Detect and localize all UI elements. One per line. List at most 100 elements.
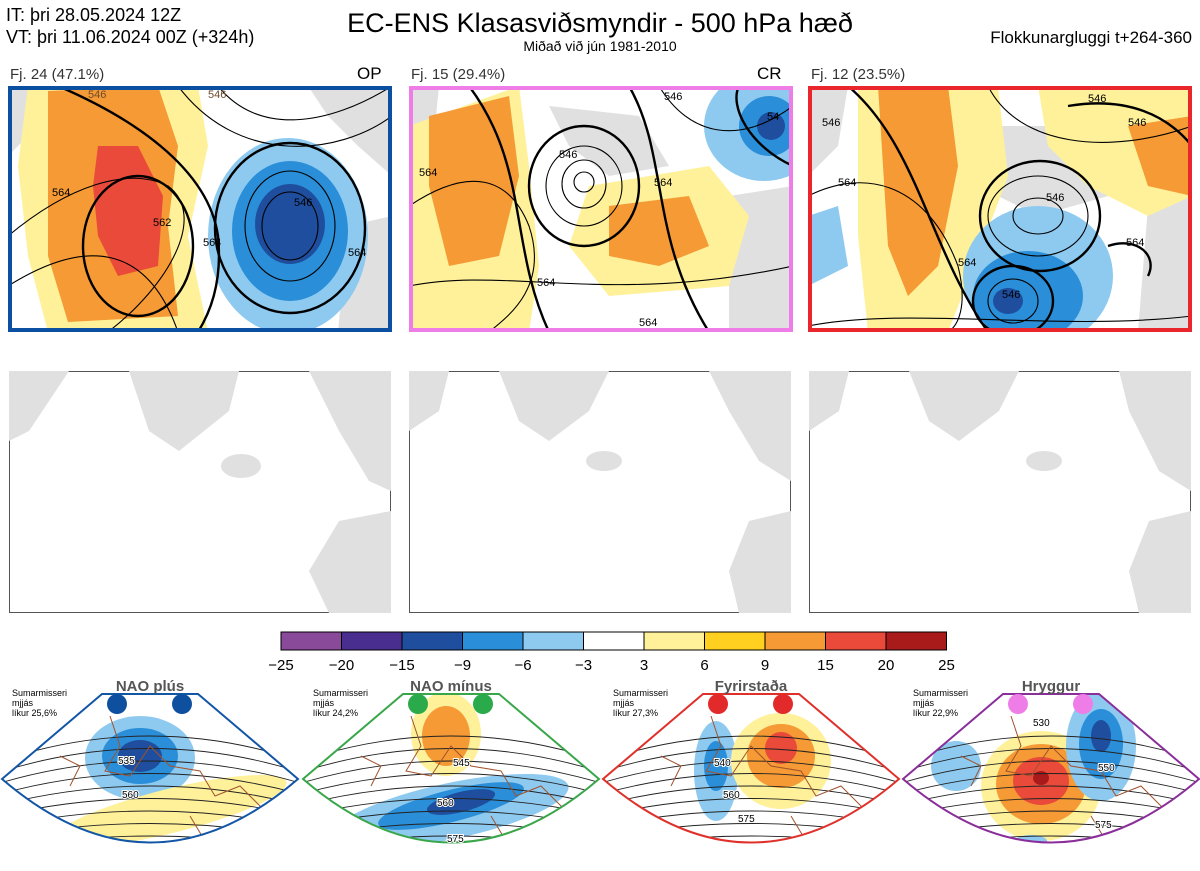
- colorbar-segment: [764, 631, 826, 651]
- regime-info-text: Sumarmisseri: [12, 688, 67, 698]
- regime-name: NAO plús: [116, 678, 184, 695]
- empty-map-2: [409, 371, 791, 613]
- regime-marker-dot: [708, 694, 728, 714]
- height-contour: [303, 735, 599, 762]
- regime-marker-dot: [773, 694, 793, 714]
- regime-info-text: Sumarmisseri: [913, 688, 968, 698]
- regime-contour-label: 560: [723, 790, 740, 801]
- regime-contour-label: 540: [714, 758, 731, 769]
- regime-marker-dot: [473, 694, 493, 714]
- cluster-1-contour-label: 562: [153, 217, 171, 229]
- anomaly-shading: [426, 789, 496, 815]
- height-contour: [603, 835, 899, 843]
- cluster-3-contour-label: 546: [1046, 192, 1064, 204]
- anomaly-shading: [1033, 771, 1049, 785]
- height-contour: [903, 735, 1199, 762]
- height-contour: [603, 773, 899, 795]
- cluster-1-contour-label: 564: [52, 187, 70, 199]
- regime-marker-dot: [1073, 694, 1093, 714]
- height-contour: [2, 760, 298, 784]
- cluster-1-contour-label: 546: [88, 89, 106, 101]
- regime-info-text: Sumarmisseri: [313, 688, 368, 698]
- cluster-2-contour-label: 54: [767, 111, 779, 123]
- anomaly-shading: [765, 732, 797, 764]
- cluster-3-map: 546 546 564 546 564 546 564 546: [808, 86, 1192, 332]
- cluster-3-contour-label: 546: [1002, 289, 1020, 301]
- regime-frame: [0, 693, 300, 844]
- colorbar-tick-label: 6: [700, 657, 708, 674]
- colorbar-tick-label: −25: [268, 657, 293, 674]
- regime-contour-label: 560: [437, 798, 454, 809]
- cluster-3-frame: [808, 86, 1192, 332]
- regime-frame: [301, 693, 601, 844]
- colorbar-tick-label: −3: [575, 657, 592, 674]
- regime-marker-dot: [107, 694, 127, 714]
- height-contour: [903, 748, 1199, 773]
- regime-contour-label: 575: [447, 834, 464, 845]
- anomaly-shading: [1091, 720, 1111, 752]
- regime-name: Hryggur: [1022, 678, 1081, 695]
- height-contour: [2, 735, 298, 762]
- regime-info-text: líkur 25,6%: [12, 708, 57, 718]
- cluster-2-contour-label: 546: [559, 149, 577, 161]
- height-contour: [301, 849, 601, 861]
- colorbar-tick-label: 20: [878, 657, 895, 674]
- height-contour: [2, 748, 298, 773]
- regime-contour-label: 575: [738, 814, 755, 825]
- regime-contour-label: 560: [122, 790, 139, 801]
- regime-frame: [901, 693, 1200, 844]
- cluster-3-contour-label: 564: [1126, 237, 1144, 249]
- anomaly-shading: [118, 740, 162, 772]
- cluster-3-contour-label: 546: [1088, 93, 1106, 105]
- cluster-1-label: Fj. 24 (47.1%): [10, 66, 105, 83]
- colorbar-tick-label: 15: [817, 657, 834, 674]
- cluster-2-frame: [409, 86, 793, 332]
- regime-marker-dot: [408, 694, 428, 714]
- height-contour: [303, 760, 599, 784]
- height-contour: [901, 849, 1200, 861]
- cluster-1-contour-label: 546: [208, 89, 226, 101]
- regime-marker-dot: [172, 694, 192, 714]
- colorbar-segment: [825, 631, 887, 651]
- colorbar-segment: [401, 631, 463, 651]
- empty-map-3: [809, 371, 1191, 613]
- colorbar-tick-label: 25: [938, 657, 955, 674]
- regime-contour-label: 535: [118, 756, 135, 767]
- cluster-2-label: Fj. 15 (29.4%): [411, 66, 506, 83]
- regime-marker-dot: [1008, 694, 1028, 714]
- empty-map-1: [9, 371, 391, 613]
- height-contour: [303, 835, 599, 843]
- cluster-2-contour-label: 564: [654, 177, 672, 189]
- colorbar: −25 −20 −15 −9 −6 −3 3 6 9 15 20 25: [268, 631, 955, 674]
- colorbar-tick-label: 3: [640, 657, 648, 674]
- cluster-3-label: Fj. 12 (23.5%): [811, 66, 906, 83]
- cluster-2-contour-label: 564: [537, 277, 555, 289]
- regime-frame: [601, 693, 901, 844]
- colorbar-segment: [643, 631, 705, 651]
- regime-info-text: mjjás: [613, 698, 635, 708]
- height-contour: [303, 748, 599, 773]
- height-contour: [903, 760, 1199, 784]
- cluster-3-contour-label: 546: [1128, 117, 1146, 129]
- height-contour: [603, 748, 899, 773]
- height-contour: [0, 849, 300, 861]
- anomaly-shading: [931, 741, 981, 791]
- colorbar-segment: [522, 631, 584, 651]
- regime-info-text: líkur 24,2%: [313, 708, 358, 718]
- valid-time: VT: þri 11.06.2024 00Z (+324h): [6, 27, 255, 47]
- regime-contour-label: 530: [1033, 718, 1050, 729]
- regime-contour-label: 575: [1095, 820, 1112, 831]
- colorbar-segment: [704, 631, 766, 651]
- height-contour: [903, 785, 1199, 806]
- colorbar-segment: [341, 631, 403, 651]
- height-contour: [2, 835, 298, 843]
- page-title: EC-ENS Klasasviðsmyndir - 500 hPa hæð: [347, 8, 853, 38]
- height-contour: [603, 735, 899, 762]
- cluster-1-contour-label: 564: [348, 247, 366, 259]
- cluster-1-contour-label: 546: [294, 197, 312, 209]
- height-contour: [2, 785, 298, 806]
- anomaly-shading: [704, 741, 728, 791]
